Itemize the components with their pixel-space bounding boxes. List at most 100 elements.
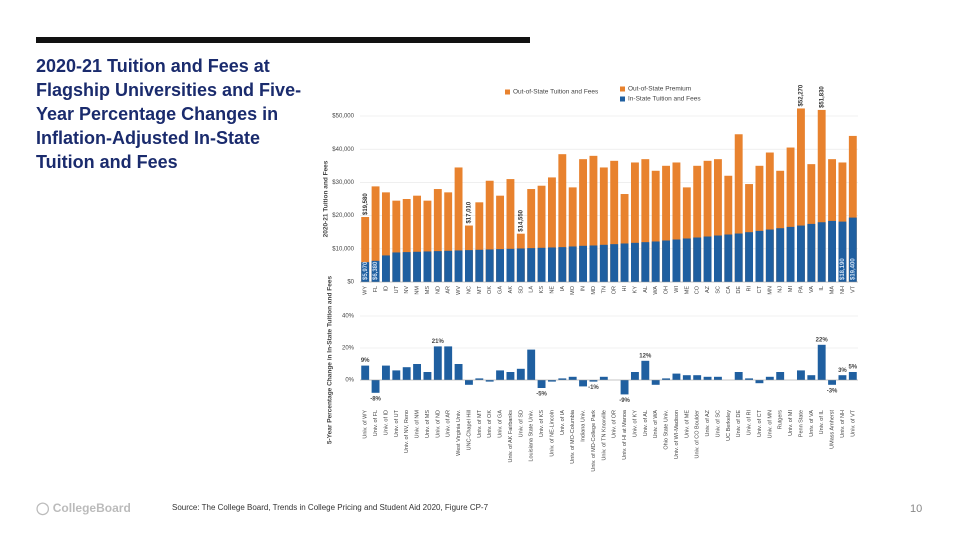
legend-label: Out-of-State Premium: [628, 86, 691, 93]
bar: [558, 154, 567, 282]
x-tick-label: Univ. of TN Knoxville: [601, 410, 607, 461]
x-tick-label: Univ. of NE-Lincoln: [549, 410, 555, 457]
x-tick-label: Univ. of KY: [632, 410, 638, 437]
bar: [641, 360, 650, 380]
data-label: -5%: [536, 392, 547, 398]
x-tick-label: Univ. of UT: [394, 409, 400, 437]
x-tick-label: Univ. of SD: [518, 410, 524, 437]
x-tick-label: VA: [809, 286, 815, 293]
x-tick-label: Univ. of CT: [757, 409, 763, 437]
data-label: $6,380: [373, 261, 379, 280]
x-tick-label: IL: [819, 286, 825, 291]
x-tick-label: AL: [643, 286, 649, 293]
source-note: Source: The College Board, Trends in Col…: [172, 503, 489, 512]
x-tick-label: ME: [684, 286, 690, 295]
x-tick-label: Rutgers: [778, 410, 784, 430]
bar: [496, 370, 505, 380]
x-tick-label: HI: [622, 286, 628, 292]
x-tick-label: Univ. of VA: [809, 410, 815, 437]
x-tick-label: West Virginia Univ.: [456, 410, 462, 456]
bar: [765, 376, 774, 380]
x-tick-label: Ohio State Univ.: [664, 410, 670, 450]
data-label: $5,970: [363, 261, 369, 280]
bar: [371, 260, 380, 282]
bar: [776, 372, 785, 380]
bar: [848, 372, 857, 380]
x-tick-label: VT: [850, 285, 856, 293]
bar: [796, 108, 805, 283]
page-number: 10: [910, 503, 923, 515]
x-tick-label: Univ. of OK: [487, 410, 493, 438]
logo: ◯ CollegeBoard: [36, 501, 131, 515]
x-tick-label: OR: [612, 286, 618, 294]
x-tick-label: IN: [581, 286, 587, 292]
data-label: 9%: [361, 358, 370, 364]
bar: [392, 252, 401, 282]
x-tick-label: WV: [456, 286, 462, 295]
bar: [651, 241, 660, 282]
y-tick-label: $0: [347, 280, 354, 286]
bar: [620, 194, 629, 282]
slide-title: 2020-21 Tuition and Fees at Flagship Uni…: [36, 56, 302, 172]
x-tick-label: ND: [435, 286, 441, 294]
bar: [579, 159, 588, 282]
bar: [848, 135, 857, 282]
data-label: 21%: [432, 339, 445, 345]
bar: [662, 240, 671, 282]
bar: [464, 250, 473, 282]
y-tick-label: 0%: [345, 378, 354, 384]
bar: [496, 195, 505, 282]
bar: [662, 165, 671, 282]
x-tick-label: Univ. of CO Boulder: [695, 410, 701, 459]
x-tick-label: Univ. of MN: [767, 410, 773, 438]
bar: [475, 249, 484, 282]
x-tick-label: UNC-Chapel Hill: [466, 410, 472, 450]
bar: [381, 192, 390, 282]
x-tick-label: NE: [549, 286, 555, 294]
x-tick-label: WY: [363, 286, 369, 295]
bar: [454, 250, 463, 282]
x-tick-label: Univ. of MI: [788, 410, 794, 436]
bar: [402, 252, 411, 282]
x-tick-label: Univ. of RI: [747, 410, 753, 436]
bar: [589, 155, 598, 282]
x-tick-label: TN: [601, 286, 607, 293]
x-tick-label: NV: [404, 286, 410, 294]
x-tick-label: CT: [757, 285, 763, 293]
bar: [828, 159, 837, 282]
bar: [713, 376, 722, 380]
x-tick-label: Univ. of AZ: [705, 409, 711, 436]
bar: [817, 344, 826, 380]
bar: [651, 170, 660, 282]
x-tick-label: Univ. of MD-College Park: [591, 410, 597, 472]
x-tick-label: Univ. of NH: [840, 410, 846, 438]
bar: [765, 229, 774, 282]
bar: [755, 230, 764, 282]
y-tick-label: $30,000: [332, 180, 354, 186]
bar: [796, 370, 805, 380]
bar: [589, 245, 598, 282]
bar: [506, 372, 515, 380]
x-tick-label: Univ. of MT: [477, 409, 483, 437]
legend-label: Out-of-State Tuition and Fees: [513, 89, 599, 96]
bar: [485, 180, 494, 282]
x-tick-label: Univ. of WA: [653, 410, 659, 439]
bar: [745, 378, 754, 380]
bar: [630, 372, 639, 380]
x-tick-label: MD: [591, 286, 597, 295]
x-tick-label: Univ. of IL: [819, 410, 825, 434]
bar: [423, 200, 432, 282]
top-rule: [36, 37, 530, 43]
x-tick-label: PA: [798, 286, 804, 293]
data-label: 3%: [838, 368, 847, 374]
bar: [817, 109, 826, 282]
data-label: -9%: [619, 398, 630, 404]
bar: [807, 223, 816, 282]
x-tick-label: RI: [747, 286, 753, 292]
data-label: 12%: [639, 353, 652, 359]
bar: [662, 378, 671, 380]
data-label: -3%: [827, 388, 838, 394]
bar: [755, 380, 764, 384]
bar: [620, 243, 629, 282]
